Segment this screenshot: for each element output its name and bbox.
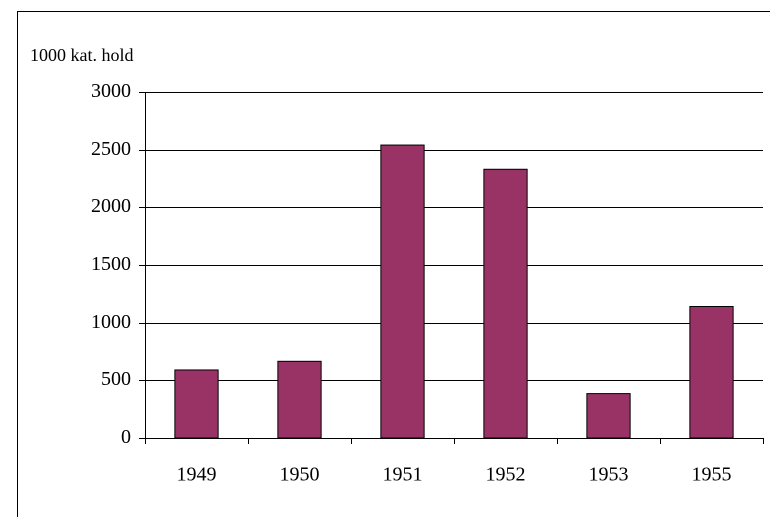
bar [277,360,322,439]
bar [689,306,734,439]
y-tick-label: 500 [101,368,131,390]
x-tick-label: 1953 [589,464,629,486]
bar [586,393,631,439]
x-tick-label: 1951 [383,464,423,486]
y-tick-label: 3000 [91,80,131,102]
x-tick-label: 1952 [486,464,526,486]
y-tick-label: 2000 [91,195,131,217]
y-tick-label: 1500 [91,253,131,275]
bar [174,369,219,439]
y-tick-label: 0 [121,426,131,448]
bar [380,144,425,439]
y-tick-label: 1000 [91,311,131,333]
y-axis-title: 1000 kat. hold [30,45,134,65]
y-tick-label: 2500 [91,138,131,160]
x-tick-label: 1950 [280,464,320,486]
bar [483,168,528,439]
x-tick-label: 1949 [177,464,217,486]
x-tick-label: 1955 [692,464,732,486]
